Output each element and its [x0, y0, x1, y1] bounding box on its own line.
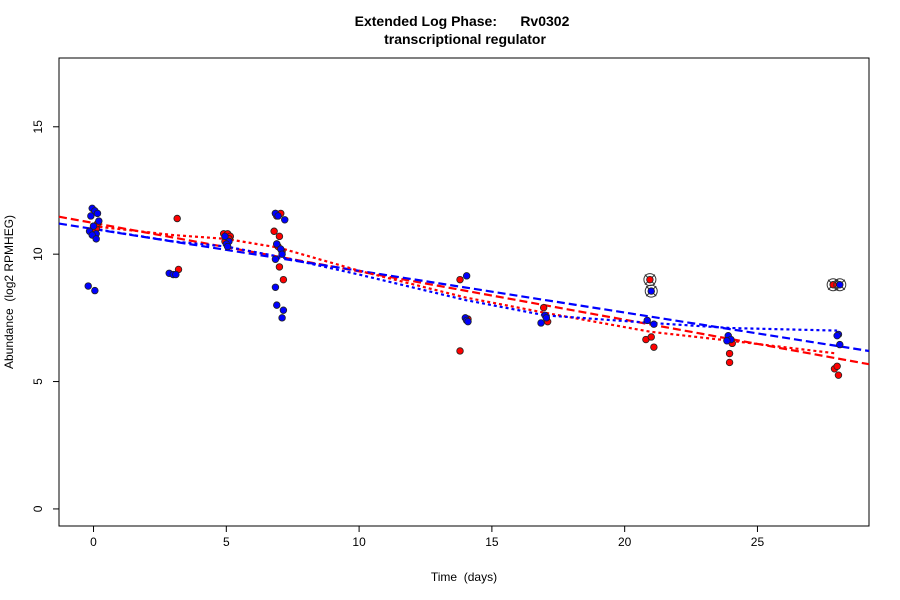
x-tick-label: 0: [90, 535, 97, 549]
y-tick-label: 0: [31, 505, 45, 512]
red-data-point: [650, 343, 658, 351]
blue-data-point: [836, 340, 844, 349]
red-data-point: [275, 232, 284, 241]
x-tick-label: 5: [223, 535, 230, 549]
red-data-point: [646, 275, 654, 284]
y-tick-label: 15: [31, 120, 45, 134]
outlier-circle: [644, 284, 658, 298]
blue-data-point: [95, 217, 103, 225]
blue-data-point: [274, 212, 282, 220]
red-data-point: [279, 275, 288, 284]
blue-data-point: [92, 235, 100, 243]
red-data-point: [173, 214, 181, 223]
blue-data-point: [836, 281, 844, 289]
blue-data-point: [279, 306, 288, 314]
blue-data-point: [464, 317, 472, 326]
x-tick-label: 15: [485, 535, 499, 549]
red-data-point: [456, 275, 464, 284]
red-data-point: [456, 347, 464, 355]
red-data-point: [270, 227, 278, 235]
blue-data-point: [281, 216, 289, 224]
outlier-circle: [833, 278, 847, 292]
blue-data-point: [172, 270, 180, 279]
blue-dashed-fit-line: [58, 222, 870, 353]
x-tick-label: 10: [352, 535, 366, 549]
red-data-point: [833, 362, 841, 370]
blue-data-point: [723, 337, 731, 345]
blue-data-point: [84, 282, 92, 290]
blue-data-point: [643, 316, 651, 325]
y-axis-label: Abundance (log2 RPMHEG): [2, 215, 16, 369]
red-data-point: [829, 281, 837, 289]
blue-data-point: [89, 222, 98, 230]
blue-dotted-fit-line: [93, 227, 838, 332]
blue-data-point: [833, 331, 841, 340]
blue-data-point: [278, 314, 286, 322]
blue-data-point: [87, 212, 95, 220]
blue-data-point: [271, 283, 280, 291]
red-data-point: [834, 371, 843, 379]
blue-data-point: [647, 287, 655, 295]
chart-subtitle: transcriptional regulator: [384, 31, 546, 47]
red-data-point: [539, 303, 548, 312]
blue-data-point: [537, 319, 545, 327]
plot-frame: [58, 57, 870, 527]
blue-data-point: [462, 272, 471, 280]
blue-data-point: [273, 240, 281, 248]
blue-data-point: [93, 209, 102, 218]
red-data-point: [275, 263, 284, 271]
red-data-point: [647, 333, 655, 341]
x-tick-label: 25: [751, 535, 765, 549]
blue-data-point: [278, 250, 286, 258]
blue-data-point: [273, 301, 281, 309]
x-tick-label: 20: [618, 535, 632, 549]
red-dotted-fit-line: [93, 225, 838, 355]
blue-data-point: [223, 242, 232, 251]
x-axis-label: Time (days): [431, 570, 497, 584]
blue-data-point: [221, 232, 229, 241]
blue-data-point: [650, 320, 658, 328]
blue-data-point: [542, 314, 551, 322]
red-data-point: [725, 358, 734, 367]
y-tick-label: 5: [31, 378, 45, 385]
blue-data-point: [271, 255, 280, 263]
red-data-point: [725, 349, 734, 358]
y-tick-label: 10: [31, 247, 45, 261]
chart-title: Extended Log Phase: Rv0302: [355, 13, 570, 29]
blue-data-point: [91, 286, 99, 295]
red-dashed-fit-line: [58, 215, 870, 366]
